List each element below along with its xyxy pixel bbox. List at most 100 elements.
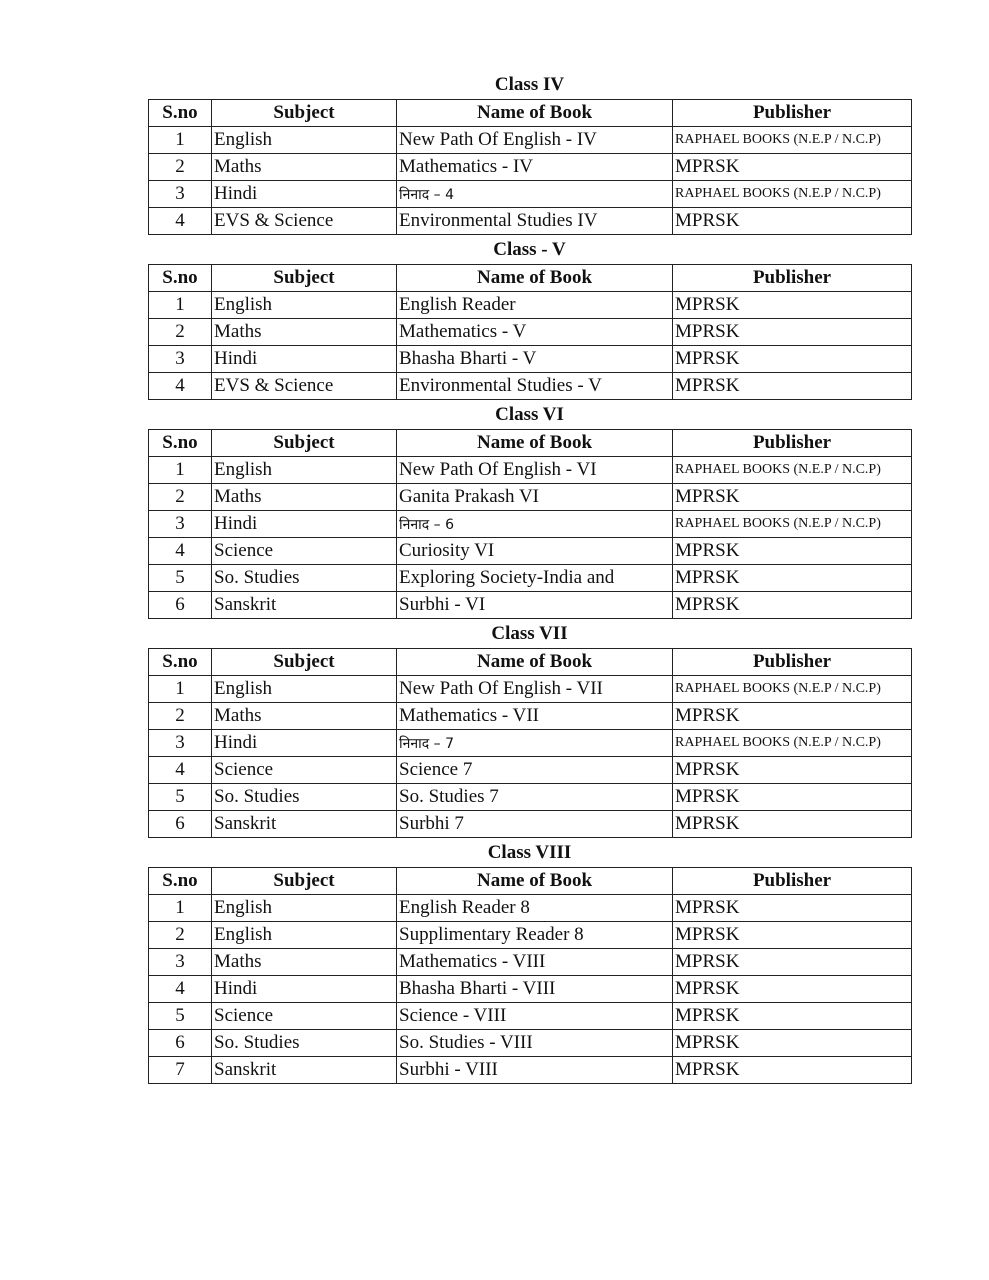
book-table: S.no Subject Name of Book Publisher 1 English…: [148, 429, 912, 619]
sno-cell: 2: [148, 153, 212, 181]
sno-cell: 3: [148, 948, 212, 976]
subject-cell: EVS & Science: [211, 372, 397, 400]
table-row: 6 Sanskrit Surbhi - VI MPRSK: [148, 591, 912, 619]
column-header: Publisher: [672, 648, 912, 676]
publisher-cell: MPRSK: [672, 756, 912, 784]
column-header: S.no: [148, 429, 212, 457]
book-name-cell: Curiosity VI: [396, 537, 673, 565]
table-row: 3 Maths Mathematics - VIII MPRSK: [148, 948, 912, 976]
table-row: 2 Maths Mathematics - V MPRSK: [148, 318, 912, 346]
publisher-cell: MPRSK: [672, 591, 912, 619]
book-name-cell: Environmental Studies IV: [396, 207, 673, 235]
sno-cell: 4: [148, 756, 212, 784]
header-row: S.no Subject Name of Book Publisher: [148, 99, 912, 127]
publisher-cell: MPRSK: [672, 483, 912, 511]
publisher-cell: RAPHAEL BOOKS (N.E.P / N.C.P): [672, 729, 912, 757]
sno-cell: 3: [148, 180, 212, 208]
book-table: S.no Subject Name of Book Publisher 1 English…: [148, 648, 912, 838]
column-header: Subject: [211, 264, 397, 292]
book-name-cell: Bhasha Bharti - V: [396, 345, 673, 373]
sno-cell: 1: [148, 675, 212, 703]
book-name-cell: Surbhi - VIII: [396, 1056, 673, 1084]
table-row: 4 Science Science 7 MPRSK: [148, 756, 912, 784]
publisher-cell: MPRSK: [672, 291, 912, 319]
book-name-cell: Surbhi 7: [396, 810, 673, 838]
publisher-cell: MPRSK: [672, 948, 912, 976]
book-list-document: Class IV S.no Subject Name of Book Publisher…: [148, 70, 912, 1084]
publisher-cell: RAPHAEL BOOKS (N.E.P / N.C.P): [672, 456, 912, 484]
subject-cell: English: [211, 126, 397, 154]
sno-cell: 1: [148, 456, 212, 484]
publisher-cell: RAPHAEL BOOKS (N.E.P / N.C.P): [672, 180, 912, 208]
sno-cell: 6: [148, 1029, 212, 1057]
table-row: 3 Hindi निनाद – 6 RAPHAEL BOOKS (N.E.P / N.…: [148, 510, 912, 538]
book-name-cell: So. Studies 7: [396, 783, 673, 811]
column-header: Publisher: [672, 429, 912, 457]
sno-cell: 4: [148, 207, 212, 235]
book-name-cell: Mathematics - VIII: [396, 948, 673, 976]
publisher-cell: MPRSK: [672, 537, 912, 565]
subject-cell: Hindi: [211, 510, 397, 538]
subject-cell: English: [211, 456, 397, 484]
sno-cell: 5: [148, 1002, 212, 1030]
section-title: Class VI: [495, 404, 564, 425]
publisher-cell: MPRSK: [672, 702, 912, 730]
sno-cell: 3: [148, 510, 212, 538]
section-title: Class VIII: [487, 842, 572, 863]
table-row: 5 So. Studies Exploring Society-India and M…: [148, 564, 912, 592]
subject-cell: Sanskrit: [211, 810, 397, 838]
book-name-cell: Environmental Studies - V: [396, 372, 673, 400]
publisher-cell: MPRSK: [672, 318, 912, 346]
book-name-cell: Surbhi - VI: [396, 591, 673, 619]
subject-cell: English: [211, 291, 397, 319]
book-table: S.no Subject Name of Book Publisher 1 English…: [148, 99, 912, 235]
subject-cell: Maths: [211, 483, 397, 511]
table-row: 2 Maths Mathematics - IV MPRSK: [148, 153, 912, 181]
sno-cell: 1: [148, 126, 212, 154]
subject-cell: Sanskrit: [211, 591, 397, 619]
publisher-cell: MPRSK: [672, 345, 912, 373]
table-row: 5 So. Studies So. Studies 7 MPRSK: [148, 783, 912, 811]
subject-cell: Hindi: [211, 345, 397, 373]
column-header: Publisher: [672, 867, 912, 895]
publisher-cell: MPRSK: [672, 1029, 912, 1057]
table-row: 1 English New Path Of English - IV RAPHAEL …: [148, 126, 912, 154]
column-header: S.no: [148, 867, 212, 895]
table-row: 1 English English Reader MPRSK: [148, 291, 912, 319]
publisher-cell: RAPHAEL BOOKS (N.E.P / N.C.P): [672, 126, 912, 154]
subject-cell: English: [211, 894, 397, 922]
header-row: S.no Subject Name of Book Publisher: [148, 264, 912, 292]
subject-cell: English: [211, 921, 397, 949]
sno-cell: 1: [148, 291, 212, 319]
book-name-cell: Bhasha Bharti - VIII: [396, 975, 673, 1003]
column-header: Name of Book: [396, 648, 673, 676]
book-name-cell: Science 7: [396, 756, 673, 784]
column-header: Subject: [211, 429, 397, 457]
section-title: Class - V: [493, 239, 566, 260]
column-header: Publisher: [672, 99, 912, 127]
subject-cell: So. Studies: [211, 564, 397, 592]
subject-cell: English: [211, 675, 397, 703]
book-name-cell: New Path Of English - IV: [396, 126, 673, 154]
book-name-cell: Mathematics - V: [396, 318, 673, 346]
sno-cell: 2: [148, 702, 212, 730]
header-row: S.no Subject Name of Book Publisher: [148, 429, 912, 457]
header-row: S.no Subject Name of Book Publisher: [148, 867, 912, 895]
subject-cell: So. Studies: [211, 783, 397, 811]
book-name-cell: New Path Of English - VII: [396, 675, 673, 703]
subject-cell: Hindi: [211, 729, 397, 757]
book-name-cell: निनाद – 7: [396, 729, 673, 757]
sno-cell: 3: [148, 345, 212, 373]
sno-cell: 5: [148, 564, 212, 592]
column-header: Subject: [211, 648, 397, 676]
book-name-cell: So. Studies - VIII: [396, 1029, 673, 1057]
table-row: 7 Sanskrit Surbhi - VIII MPRSK: [148, 1056, 912, 1084]
book-table: S.no Subject Name of Book Publisher 1 English…: [148, 867, 912, 1084]
table-row: 2 Maths Ganita Prakash VI MPRSK: [148, 483, 912, 511]
publisher-cell: RAPHAEL BOOKS (N.E.P / N.C.P): [672, 510, 912, 538]
sno-cell: 1: [148, 894, 212, 922]
sno-cell: 2: [148, 921, 212, 949]
section-title: Class VII: [491, 623, 568, 644]
table-row: 3 Hindi निनाद – 4 RAPHAEL BOOKS (N.E.P / N.…: [148, 180, 912, 208]
sno-cell: 4: [148, 975, 212, 1003]
